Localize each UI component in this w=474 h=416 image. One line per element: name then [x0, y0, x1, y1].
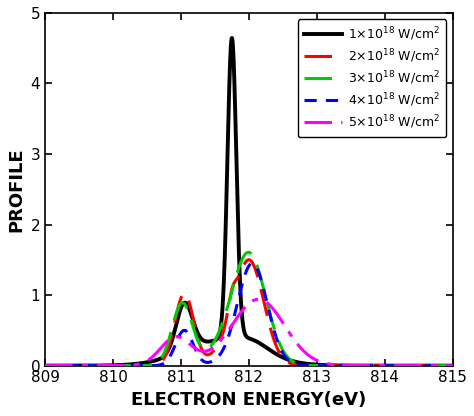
- X-axis label: ELECTRON ENERGY(eV): ELECTRON ENERGY(eV): [131, 391, 366, 409]
- Legend: 1$\times$10$^{18}$ W/cm$^2$, 2$\times$10$^{18}$ W/cm$^2$, 3$\times$10$^{18}$ W/c: 1$\times$10$^{18}$ W/cm$^2$, 2$\times$10…: [298, 19, 447, 137]
- Y-axis label: PROFILE: PROFILE: [7, 147, 25, 232]
